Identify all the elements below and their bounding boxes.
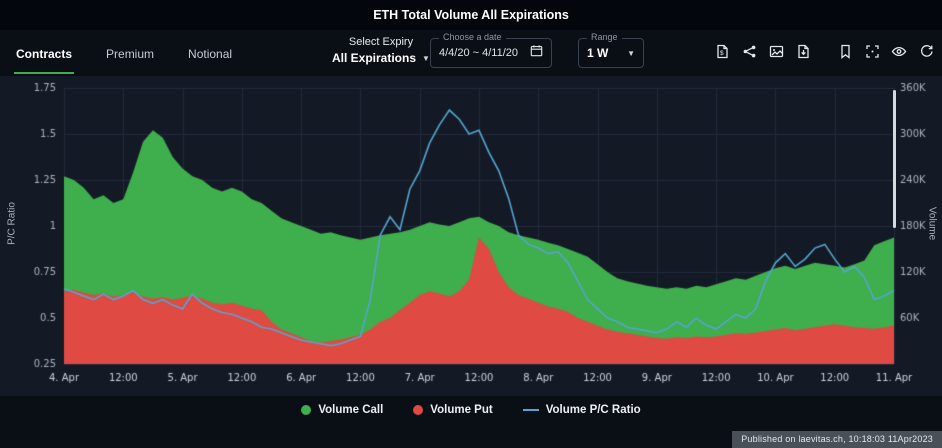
legend-item-volume-put[interactable]: Volume Put <box>413 404 493 416</box>
legend-item-pc-ratio[interactable]: Volume P/C Ratio <box>522 404 641 416</box>
toolbar: Contracts Premium Notional Select Expiry… <box>0 30 942 76</box>
page-title: ETH Total Volume All Expirations <box>373 8 569 22</box>
volume-chart-canvas[interactable] <box>0 76 942 396</box>
refresh-icon[interactable] <box>918 43 934 59</box>
chart-actions: $ <box>714 43 934 59</box>
export-data-icon[interactable]: $ <box>714 43 730 59</box>
published-attribution: Published on laevitas.ch, 10:18:03 11Apr… <box>732 431 942 448</box>
chart-legend: Volume Call Volume Put Volume P/C Ratio <box>0 396 942 424</box>
share-icon[interactable] <box>741 43 757 59</box>
expiry-select-label: Select Expiry <box>348 36 414 48</box>
date-range-value[interactable]: 4/4/20 ~ 4/11/20 <box>439 47 519 59</box>
image-icon[interactable] <box>768 43 784 59</box>
range-select[interactable]: Range 1 W ▼ <box>578 32 644 68</box>
call-swatch-icon <box>301 405 312 415</box>
legend-label: Volume P/C Ratio <box>545 404 641 416</box>
legend-label: Volume Call <box>318 404 384 416</box>
legend-item-volume-call[interactable]: Volume Call <box>301 404 383 416</box>
svg-text:$: $ <box>720 50 724 57</box>
put-swatch-icon <box>413 405 424 415</box>
range-select-label: Range <box>587 32 622 42</box>
y-axis-left-title: P/C Ratio <box>6 202 18 245</box>
eye-icon[interactable] <box>891 43 907 59</box>
tab-bar: Contracts Premium Notional <box>14 33 234 74</box>
chevron-down-icon: ▼ <box>627 48 635 58</box>
range-select-value[interactable]: 1 W <box>587 46 609 60</box>
window-title-bar: ETH Total Volume All Expirations <box>0 0 942 30</box>
date-range-input[interactable]: Choose a date 4/4/20 ~ 4/11/20 <box>430 32 552 68</box>
tab-premium[interactable]: Premium <box>106 46 155 61</box>
y-axis-right-title: Volume <box>926 206 938 241</box>
expiry-select-value[interactable]: All Expirations <box>332 51 417 65</box>
tab-contracts[interactable]: Contracts <box>14 33 75 74</box>
tab-notional[interactable]: Notional <box>188 46 233 61</box>
chart-panel: P/C Ratio Volume <box>0 76 942 396</box>
chevron-down-icon: ▼ <box>422 53 430 63</box>
chart-scrollbar[interactable] <box>893 90 896 228</box>
ratio-swatch-icon <box>522 409 539 411</box>
date-range-label: Choose a date <box>439 32 506 42</box>
legend-label: Volume Put <box>430 404 493 416</box>
bookmark-icon[interactable] <box>837 43 853 59</box>
expiry-select[interactable]: Select Expiry All Expirations ▼ <box>332 36 430 65</box>
save-image-icon[interactable] <box>795 43 811 59</box>
fullscreen-icon[interactable] <box>864 43 880 59</box>
calendar-icon[interactable] <box>530 44 543 62</box>
